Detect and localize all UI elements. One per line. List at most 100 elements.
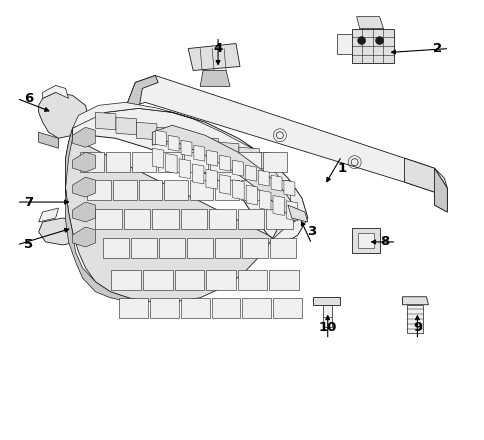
Polygon shape — [407, 305, 423, 333]
Text: 6: 6 — [24, 92, 33, 105]
Polygon shape — [434, 168, 446, 212]
Polygon shape — [219, 155, 230, 171]
Polygon shape — [168, 135, 179, 151]
Polygon shape — [95, 112, 116, 130]
Polygon shape — [200, 70, 229, 86]
Polygon shape — [357, 233, 373, 248]
Polygon shape — [73, 152, 95, 172]
Polygon shape — [106, 152, 130, 172]
Polygon shape — [111, 270, 141, 290]
Polygon shape — [65, 128, 284, 302]
Polygon shape — [43, 85, 68, 99]
Polygon shape — [125, 75, 158, 112]
Polygon shape — [73, 177, 95, 197]
Polygon shape — [218, 142, 239, 160]
Polygon shape — [181, 209, 207, 229]
Polygon shape — [236, 152, 260, 172]
Polygon shape — [95, 209, 121, 229]
Polygon shape — [188, 44, 240, 70]
Polygon shape — [206, 169, 217, 189]
Text: 1: 1 — [336, 161, 346, 175]
Polygon shape — [174, 270, 204, 290]
Text: 5: 5 — [24, 238, 33, 251]
Text: 4: 4 — [213, 42, 222, 55]
Polygon shape — [272, 298, 301, 318]
Text: 3: 3 — [306, 225, 316, 238]
Polygon shape — [73, 227, 95, 247]
Text: 9: 9 — [412, 321, 421, 334]
Polygon shape — [336, 33, 351, 54]
Polygon shape — [210, 152, 234, 172]
Polygon shape — [245, 165, 256, 181]
Polygon shape — [194, 145, 204, 161]
Polygon shape — [73, 127, 95, 147]
Polygon shape — [402, 297, 427, 305]
Polygon shape — [283, 180, 294, 196]
Polygon shape — [155, 130, 166, 146]
Text: 8: 8 — [379, 235, 388, 249]
Polygon shape — [181, 298, 209, 318]
Polygon shape — [286, 201, 297, 221]
Polygon shape — [266, 209, 292, 229]
Polygon shape — [73, 103, 307, 245]
Polygon shape — [257, 170, 269, 186]
Polygon shape — [287, 205, 307, 222]
Polygon shape — [39, 132, 59, 148]
Polygon shape — [214, 238, 240, 258]
Circle shape — [375, 37, 383, 44]
Polygon shape — [166, 154, 177, 173]
Polygon shape — [219, 175, 230, 194]
Polygon shape — [116, 117, 136, 135]
Polygon shape — [119, 298, 148, 318]
Polygon shape — [262, 152, 286, 172]
Polygon shape — [269, 270, 298, 290]
Polygon shape — [179, 159, 190, 179]
Polygon shape — [246, 185, 257, 205]
Polygon shape — [157, 127, 177, 145]
Polygon shape — [237, 209, 264, 229]
Polygon shape — [136, 122, 157, 140]
Polygon shape — [197, 137, 218, 155]
Polygon shape — [211, 298, 240, 318]
Polygon shape — [177, 132, 197, 150]
Polygon shape — [184, 152, 208, 172]
Polygon shape — [240, 180, 264, 200]
Polygon shape — [272, 195, 284, 216]
Text: 7: 7 — [24, 195, 33, 209]
Polygon shape — [152, 125, 297, 222]
Polygon shape — [322, 305, 331, 326]
Polygon shape — [73, 202, 95, 222]
Polygon shape — [232, 180, 243, 200]
Text: 2: 2 — [432, 42, 441, 55]
Polygon shape — [271, 175, 282, 191]
Polygon shape — [259, 152, 279, 170]
Polygon shape — [159, 238, 184, 258]
Polygon shape — [351, 228, 379, 253]
Polygon shape — [143, 270, 172, 290]
Polygon shape — [125, 75, 446, 192]
Polygon shape — [39, 218, 82, 245]
Text: 10: 10 — [318, 321, 336, 334]
Polygon shape — [206, 150, 217, 166]
Polygon shape — [242, 298, 271, 318]
Polygon shape — [189, 180, 213, 200]
Polygon shape — [158, 152, 182, 172]
Polygon shape — [206, 270, 235, 290]
Polygon shape — [39, 208, 59, 222]
Polygon shape — [152, 209, 179, 229]
Polygon shape — [39, 92, 88, 138]
Polygon shape — [113, 180, 136, 200]
Polygon shape — [103, 238, 129, 258]
Polygon shape — [152, 148, 163, 168]
Polygon shape — [87, 180, 111, 200]
Polygon shape — [79, 152, 104, 172]
Polygon shape — [73, 108, 307, 245]
Polygon shape — [186, 238, 212, 258]
Polygon shape — [192, 164, 203, 184]
Polygon shape — [215, 180, 238, 200]
Polygon shape — [242, 238, 268, 258]
Polygon shape — [404, 158, 446, 212]
Polygon shape — [356, 17, 383, 29]
Polygon shape — [270, 238, 295, 258]
Polygon shape — [124, 209, 150, 229]
